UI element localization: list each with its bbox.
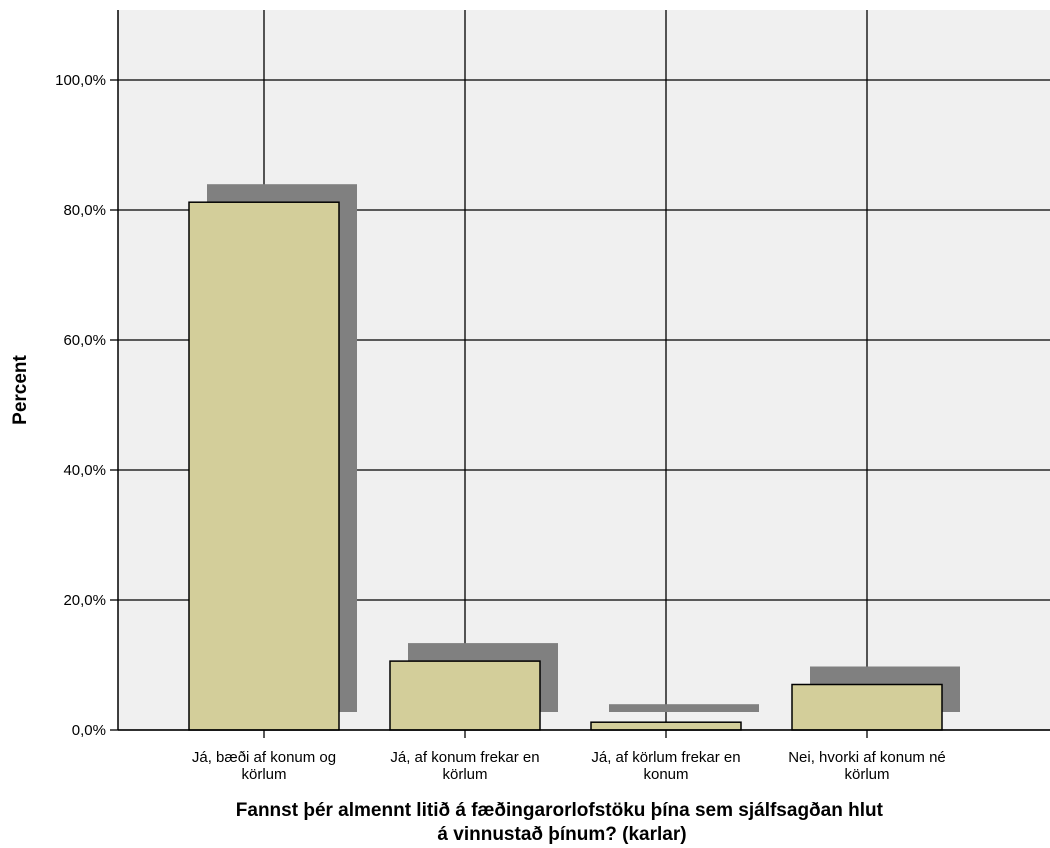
- y-tick-label: 80,0%: [63, 202, 106, 219]
- bar: [791, 683, 943, 731]
- y-tick-label: 60,0%: [63, 332, 106, 349]
- y-tick-label: 100,0%: [55, 72, 106, 89]
- x-tick-label: Já, af konum frekar en körlum: [390, 749, 539, 783]
- x-axis-title-line-1: Fannst þér almennt litið á fæðingarorlof…: [236, 800, 884, 821]
- x-tick-label: Já, af körlum frekar en konum: [591, 749, 740, 783]
- bar-shadow: [609, 704, 759, 712]
- x-axis: Já, bæði af konum og körlum Já, af konum f…: [118, 729, 1050, 783]
- bars: [188, 201, 943, 731]
- x-axis-title-line-2: á vinnustað þínum? (karlar): [437, 824, 686, 845]
- bar: [188, 201, 340, 731]
- y-axis: 0,0% 20,0% 40,0% 60,0% 80,0% 100,0%: [55, 10, 119, 739]
- y-tick-label: 0,0%: [72, 722, 106, 739]
- x-axis-title: Fannst þér almennt litið á fæðingarorlof…: [236, 800, 888, 845]
- y-axis-title: Percent: [10, 354, 31, 424]
- bar: [590, 721, 742, 731]
- bar: [389, 660, 541, 731]
- y-tick-label: 20,0%: [63, 592, 106, 609]
- x-tick-label: Nei, hvorki af konum né körlum: [788, 749, 946, 783]
- y-tick-label: 40,0%: [63, 462, 106, 479]
- x-tick-label: Já, bæði af konum og körlum: [192, 749, 336, 783]
